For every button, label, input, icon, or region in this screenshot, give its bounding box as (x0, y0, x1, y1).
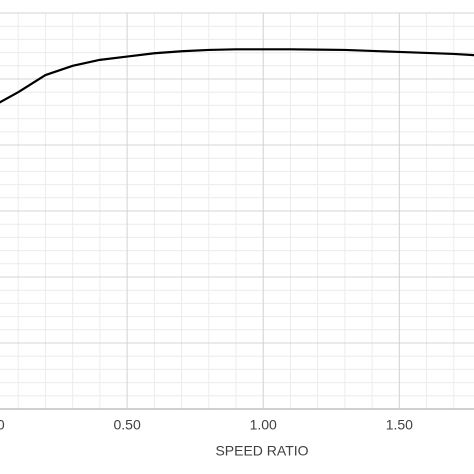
x-tick-label: 0.50 (113, 417, 140, 433)
x-tick-label: 1.50 (386, 417, 413, 433)
x-tick-label: 1.00 (250, 417, 277, 433)
line-series (0, 48, 474, 104)
x-tick-label: 0.00 (0, 417, 5, 433)
x-axis-title: SPEED RATIO (215, 443, 308, 459)
